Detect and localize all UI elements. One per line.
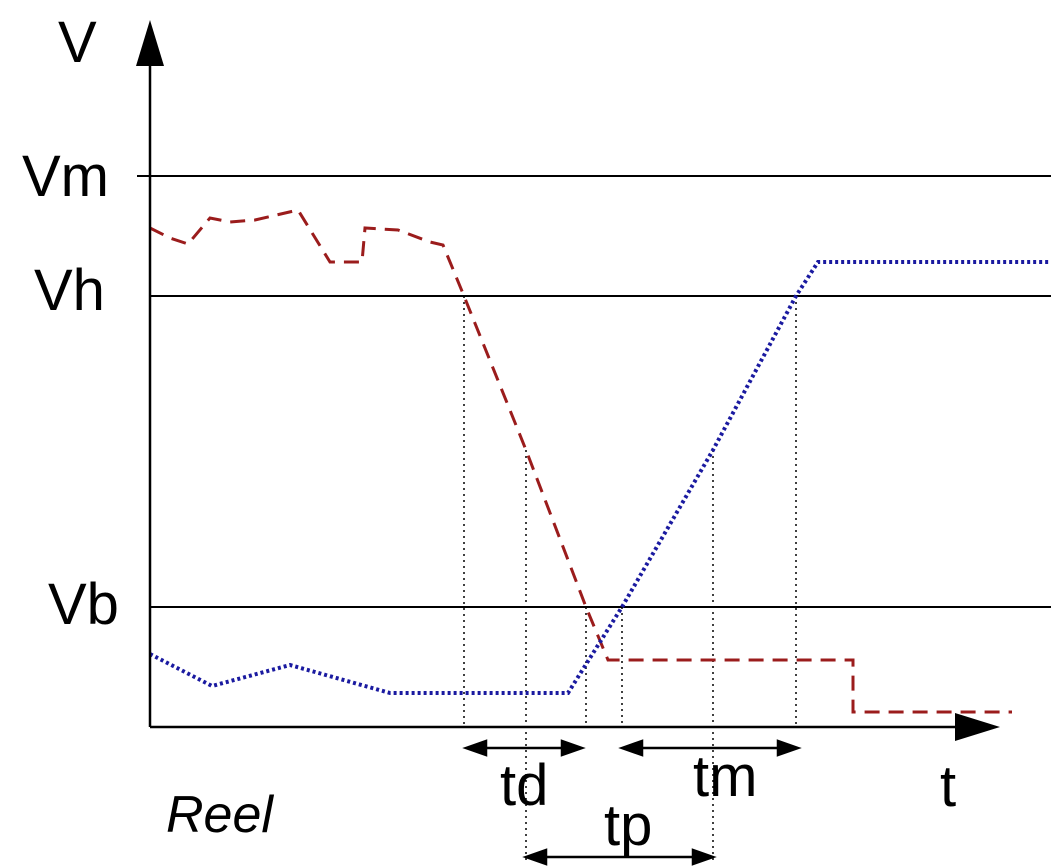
vh-level-label: Vh — [34, 258, 105, 323]
arrow-left-icon — [618, 739, 644, 757]
falling-signal-curve — [149, 208, 1012, 714]
tm-interval-label: tm — [693, 744, 757, 809]
rising-signal-curve — [149, 260, 1051, 695]
tm-interval-arrow — [618, 739, 802, 757]
vm-level-label: Vm — [22, 144, 109, 209]
arrow-right-icon — [691, 848, 717, 866]
arrow-left-icon — [462, 739, 488, 757]
guide-lines — [463, 296, 797, 860]
arrow-up-icon — [136, 20, 164, 66]
td-interval-arrow — [462, 739, 586, 757]
tp-interval-label: tp — [604, 793, 652, 858]
arrow-right-icon — [776, 739, 802, 757]
arrow-left-icon — [522, 848, 548, 866]
arrow-right-icon — [955, 713, 1000, 741]
x-axis-label: t — [940, 754, 956, 819]
arrow-right-icon — [560, 739, 586, 757]
td-interval-label: td — [500, 753, 548, 818]
vb-level-label: Vb — [48, 572, 119, 637]
tp-interval-arrow — [522, 848, 717, 866]
y-axis-label: V — [58, 10, 97, 75]
caption-label: Reel — [166, 786, 274, 844]
